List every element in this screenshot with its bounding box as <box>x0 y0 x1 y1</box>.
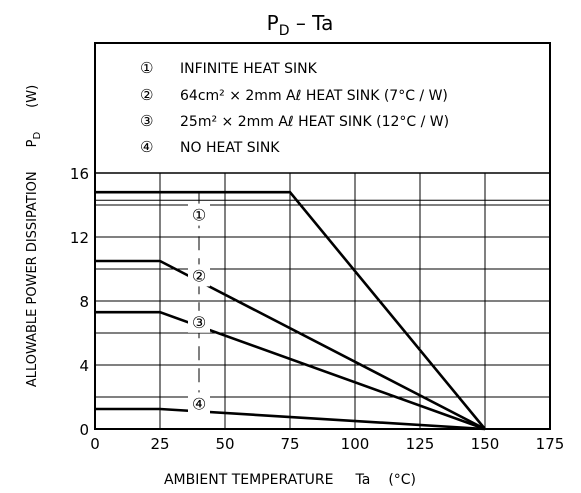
plot-frame <box>94 42 551 430</box>
y-tick-label: 4 <box>79 357 89 375</box>
curve-label-bg-3 <box>188 310 210 333</box>
series-line-3 <box>95 310 486 431</box>
series-line-1 <box>95 190 487 430</box>
chart-title: PD – Ta <box>267 11 334 39</box>
curve-label-bg-2 <box>188 264 210 287</box>
legend-marker-2: ② <box>140 86 153 104</box>
curve-label-2: ② <box>192 266 206 285</box>
curve-label-bg-1 <box>188 203 210 226</box>
curve-label-1: ① <box>192 206 206 225</box>
curve-label-bg-4 <box>188 392 210 415</box>
y-tick-label: 0 <box>79 421 89 439</box>
series-group <box>95 190 487 431</box>
series-line-4 <box>95 407 486 431</box>
y-tick-label: 16 <box>70 165 89 183</box>
legend-text-3: 25m² × 2mm Aℓ HEAT SINK (12°C / W) <box>180 114 449 130</box>
legend: ① INFINITE HEAT SINK ② 64cm² × 2mm Aℓ HE… <box>140 59 449 156</box>
x-axis-label: AMBIENT TEMPERATURE Ta (°C) <box>164 472 416 488</box>
legend-text-2: 64cm² × 2mm Aℓ HEAT SINK (7°C / W) <box>180 88 448 104</box>
y-axis-label: ALLOWABLE POWER DISSIPATIONPD(W) <box>25 85 43 387</box>
x-tick-label: 150 <box>471 435 500 453</box>
x-tick-label: 50 <box>215 435 234 453</box>
x-tick-label: 25 <box>150 435 169 453</box>
y-tick-label: 8 <box>79 293 89 311</box>
y-tick-labels: 0 4 8 12 16 <box>70 165 89 439</box>
series-line-2 <box>95 259 486 431</box>
legend-marker-3: ③ <box>140 112 153 130</box>
curve-label-4: ④ <box>192 394 206 413</box>
y-tick-label: 12 <box>70 229 89 247</box>
curve-labels: ① ② ③ ④ <box>188 203 210 415</box>
x-tick-label: 0 <box>90 435 100 453</box>
x-tick-labels: 0 25 50 75 100 125 150 175 <box>90 435 564 453</box>
x-tick-label: 175 <box>536 435 565 453</box>
x-tick-label: 125 <box>406 435 435 453</box>
x-tick-label: 75 <box>280 435 299 453</box>
x-tick-label: 100 <box>341 435 370 453</box>
legend-text-4: NO HEAT SINK <box>180 140 280 156</box>
grid <box>95 172 550 429</box>
curve-label-3: ③ <box>192 313 206 332</box>
legend-text-1: INFINITE HEAT SINK <box>180 61 318 77</box>
legend-marker-1: ① <box>140 59 153 77</box>
legend-marker-4: ④ <box>140 138 153 156</box>
